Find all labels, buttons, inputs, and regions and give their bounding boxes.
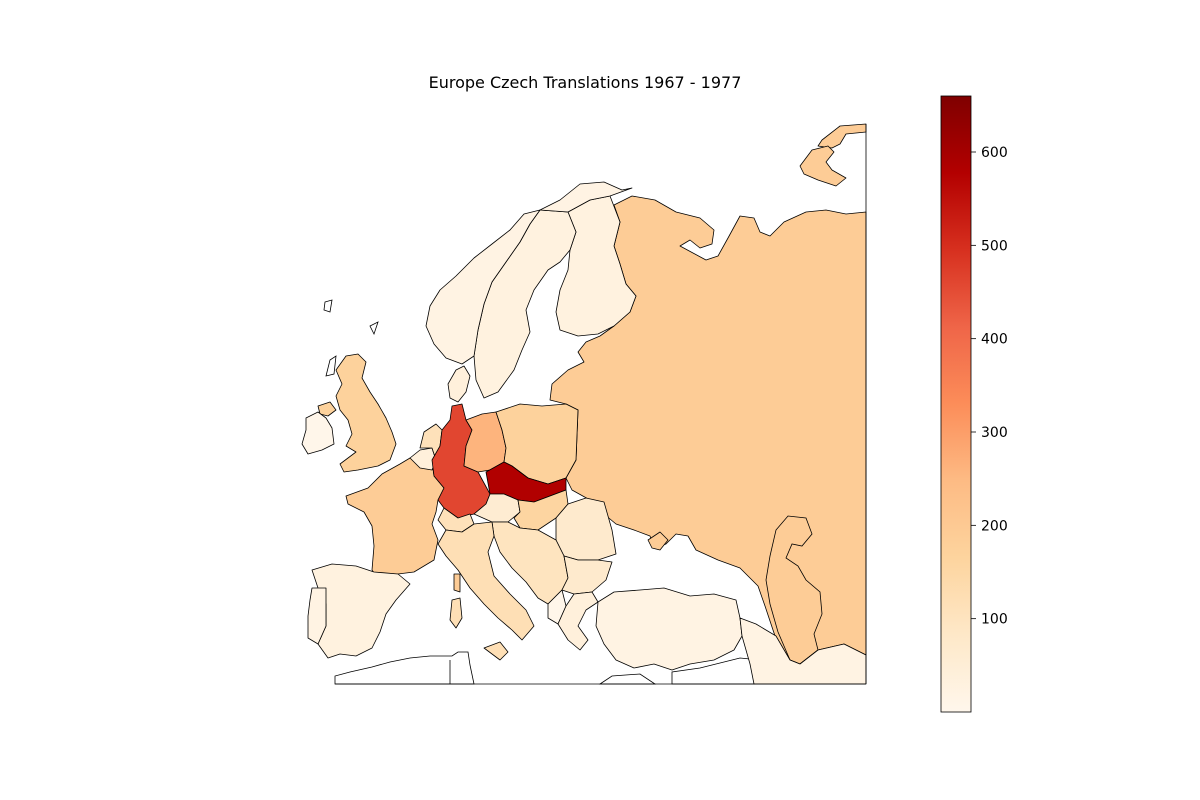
region-iran[interactable]: [739, 617, 867, 685]
region-soviet-union-islands[interactable]: [817, 123, 867, 149]
colorbar-gradient: [940, 95, 972, 713]
caspian-sea: [765, 515, 823, 665]
region-bulgaria[interactable]: [561, 555, 613, 595]
colorbar-tick-label: 100: [981, 612, 1008, 628]
chart-title: Europe Czech Translations 1967 - 1977: [429, 73, 742, 92]
region-greece[interactable]: [557, 591, 599, 651]
region-italy-sicily[interactable]: [483, 641, 509, 661]
colorbar-tick-label: 300: [981, 425, 1008, 441]
region-portugal[interactable]: [307, 587, 327, 645]
region-italy-sardinia[interactable]: [449, 597, 463, 629]
map-area: [301, 123, 867, 685]
region-france-corsica[interactable]: [453, 573, 461, 593]
africa-east: [598, 673, 657, 685]
colorbar-ticks: 100 200 300 400 500 600: [971, 145, 1008, 628]
colorbar: 100 200 300 400 500 600: [940, 95, 1008, 713]
colorbar-tick-label: 600: [981, 145, 1008, 161]
region-denmark[interactable]: [447, 365, 471, 403]
region-norway[interactable]: [425, 181, 633, 365]
colorbar-tick-label: 500: [981, 238, 1008, 254]
region-uk-n-ireland[interactable]: [317, 401, 337, 417]
islands-north: [323, 299, 379, 377]
region-france[interactable]: [345, 457, 445, 583]
region-italy[interactable]: [437, 521, 535, 641]
region-turkey[interactable]: [595, 587, 743, 671]
region-ireland[interactable]: [301, 411, 335, 455]
region-spain[interactable]: [311, 563, 411, 659]
region-soviet-union-crimea[interactable]: [647, 531, 669, 551]
region-soviet-union-islands-2[interactable]: [799, 145, 847, 187]
north-africa: [334, 651, 475, 685]
colorbar-tick-label: 200: [981, 518, 1008, 534]
region-united-kingdom[interactable]: [335, 353, 397, 473]
colorbar-tick-label: 400: [981, 332, 1008, 348]
